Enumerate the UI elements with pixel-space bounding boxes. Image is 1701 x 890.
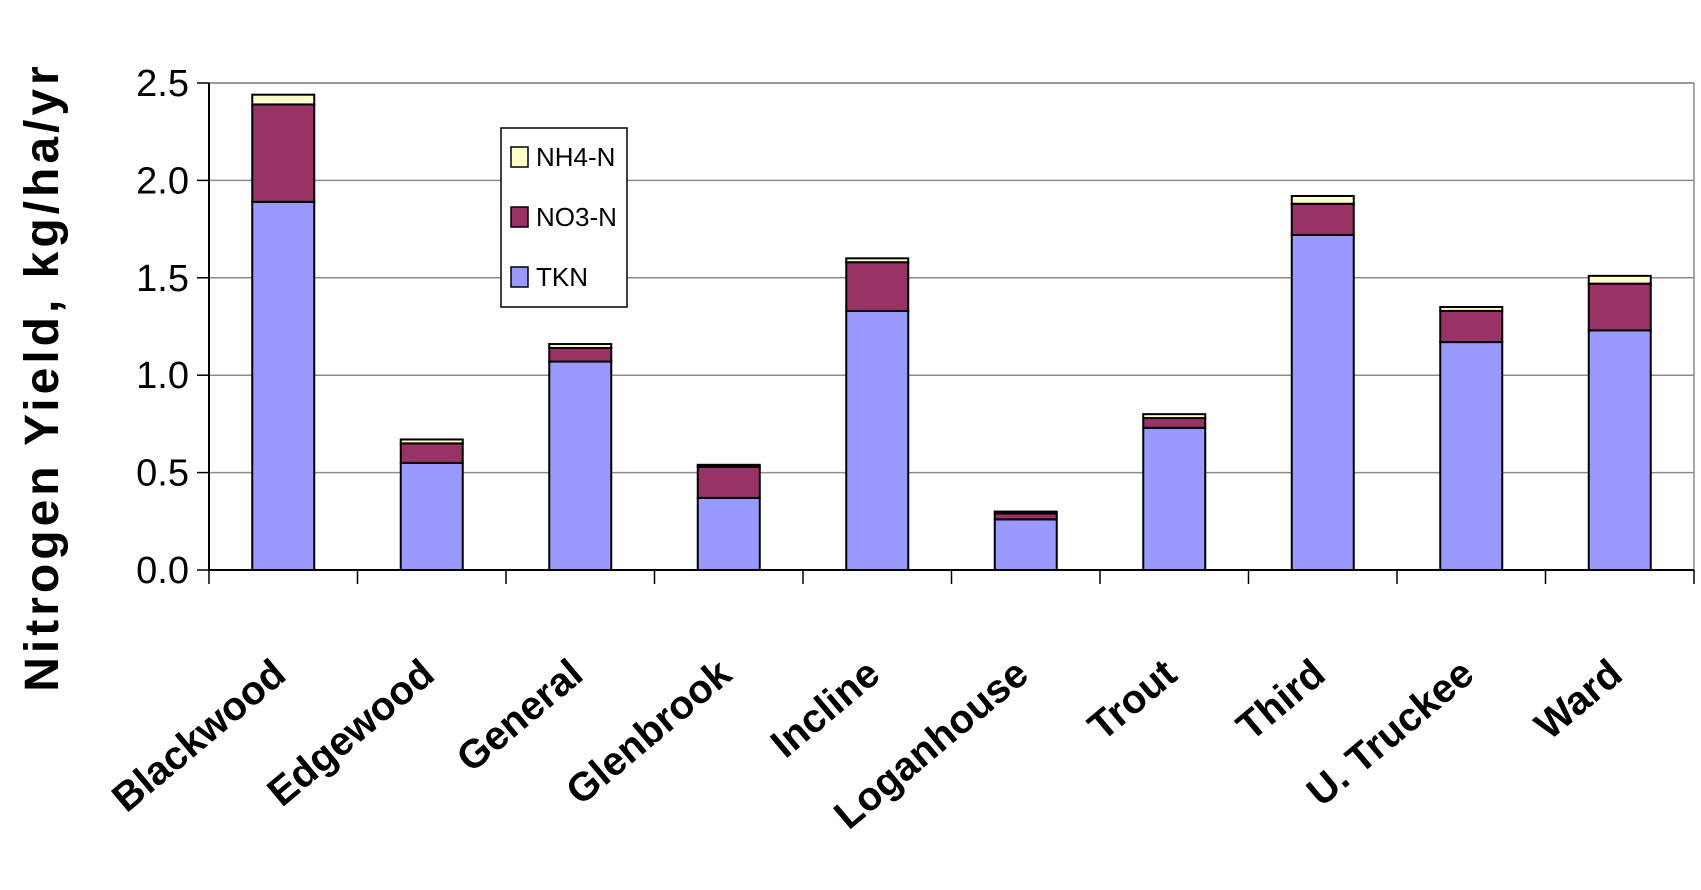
bar-no3-n-u-truckee — [1439, 309, 1504, 344]
y-tick-label: 2.5 — [136, 63, 189, 105]
legend-swatch — [510, 206, 529, 228]
x-category-label: Ward — [1527, 651, 1631, 748]
bar-no3-n-glenbrook — [696, 465, 761, 499]
y-tick-label: 2.0 — [136, 160, 189, 202]
bar-tkn-trout — [1142, 426, 1207, 571]
x-category-label: Trout — [1080, 651, 1185, 749]
legend-label: NH4-N — [536, 142, 615, 172]
bar-nh4-n-blackwood — [251, 93, 316, 106]
bar-nh4-n-glenbrook — [696, 463, 761, 468]
x-category-label: Third — [1229, 651, 1334, 749]
legend-label: TKN — [536, 262, 588, 292]
bar-nh4-n-third — [1290, 194, 1355, 205]
y-tick-label: 0.5 — [136, 453, 189, 495]
bar-nh4-n-general — [548, 343, 613, 349]
bar-no3-n-general — [548, 346, 613, 363]
x-category-label: U. Truckee — [1299, 651, 1482, 815]
bar-tkn-third — [1290, 233, 1355, 571]
bar-nh4-n-incline — [845, 257, 910, 264]
bar-no3-n-ward — [1587, 282, 1652, 332]
bar-nh4-n-u-truckee — [1439, 306, 1504, 312]
bar-nh4-n-trout — [1142, 413, 1207, 420]
bar-tkn-u-truckee — [1439, 341, 1504, 572]
y-tick-label: 1.5 — [136, 258, 189, 300]
legend-swatch — [510, 266, 529, 288]
axes — [208, 82, 1695, 584]
bar-nh4-n-loganhouse — [993, 510, 1058, 515]
bars — [251, 93, 1652, 572]
bar-tkn-incline — [845, 309, 910, 571]
legend: NH4-N NO3-N TKN — [500, 127, 628, 308]
bar-no3-n-third — [1290, 202, 1355, 236]
bar-no3-n-incline — [845, 261, 910, 312]
bar-nh4-n-ward — [1587, 274, 1652, 285]
x-category-label: Incline — [763, 651, 888, 766]
x-category-label: Blackwood — [104, 651, 294, 820]
bar-tkn-general — [548, 360, 613, 571]
legend-swatch — [510, 146, 529, 168]
bar-tkn-blackwood — [251, 200, 316, 571]
bar-no3-n-trout — [1142, 417, 1207, 429]
y-tick-labels: 0.0 0.5 1.0 1.5 2.0 2.5 — [136, 63, 189, 592]
bar-tkn-glenbrook — [696, 496, 761, 572]
bar-tkn-edgewood — [399, 461, 464, 571]
bar-no3-n-edgewood — [399, 442, 464, 464]
bar-nh4-n-edgewood — [399, 438, 464, 445]
bar-tkn-ward — [1587, 329, 1652, 571]
x-category-label: Edgewood — [259, 651, 442, 815]
bar-tkn-loganhouse — [993, 518, 1058, 571]
bar-no3-n-blackwood — [251, 103, 316, 203]
y-tick-label: 1.0 — [136, 355, 189, 397]
legend-label: NO3-N — [536, 202, 617, 232]
x-category-label: General — [449, 651, 591, 780]
y-tick-label: 0.0 — [136, 550, 189, 592]
x-category-label: Glenbrook — [558, 651, 740, 814]
y-axis-title: Nitrogen Yield, kg/ha/yr — [16, 62, 69, 691]
